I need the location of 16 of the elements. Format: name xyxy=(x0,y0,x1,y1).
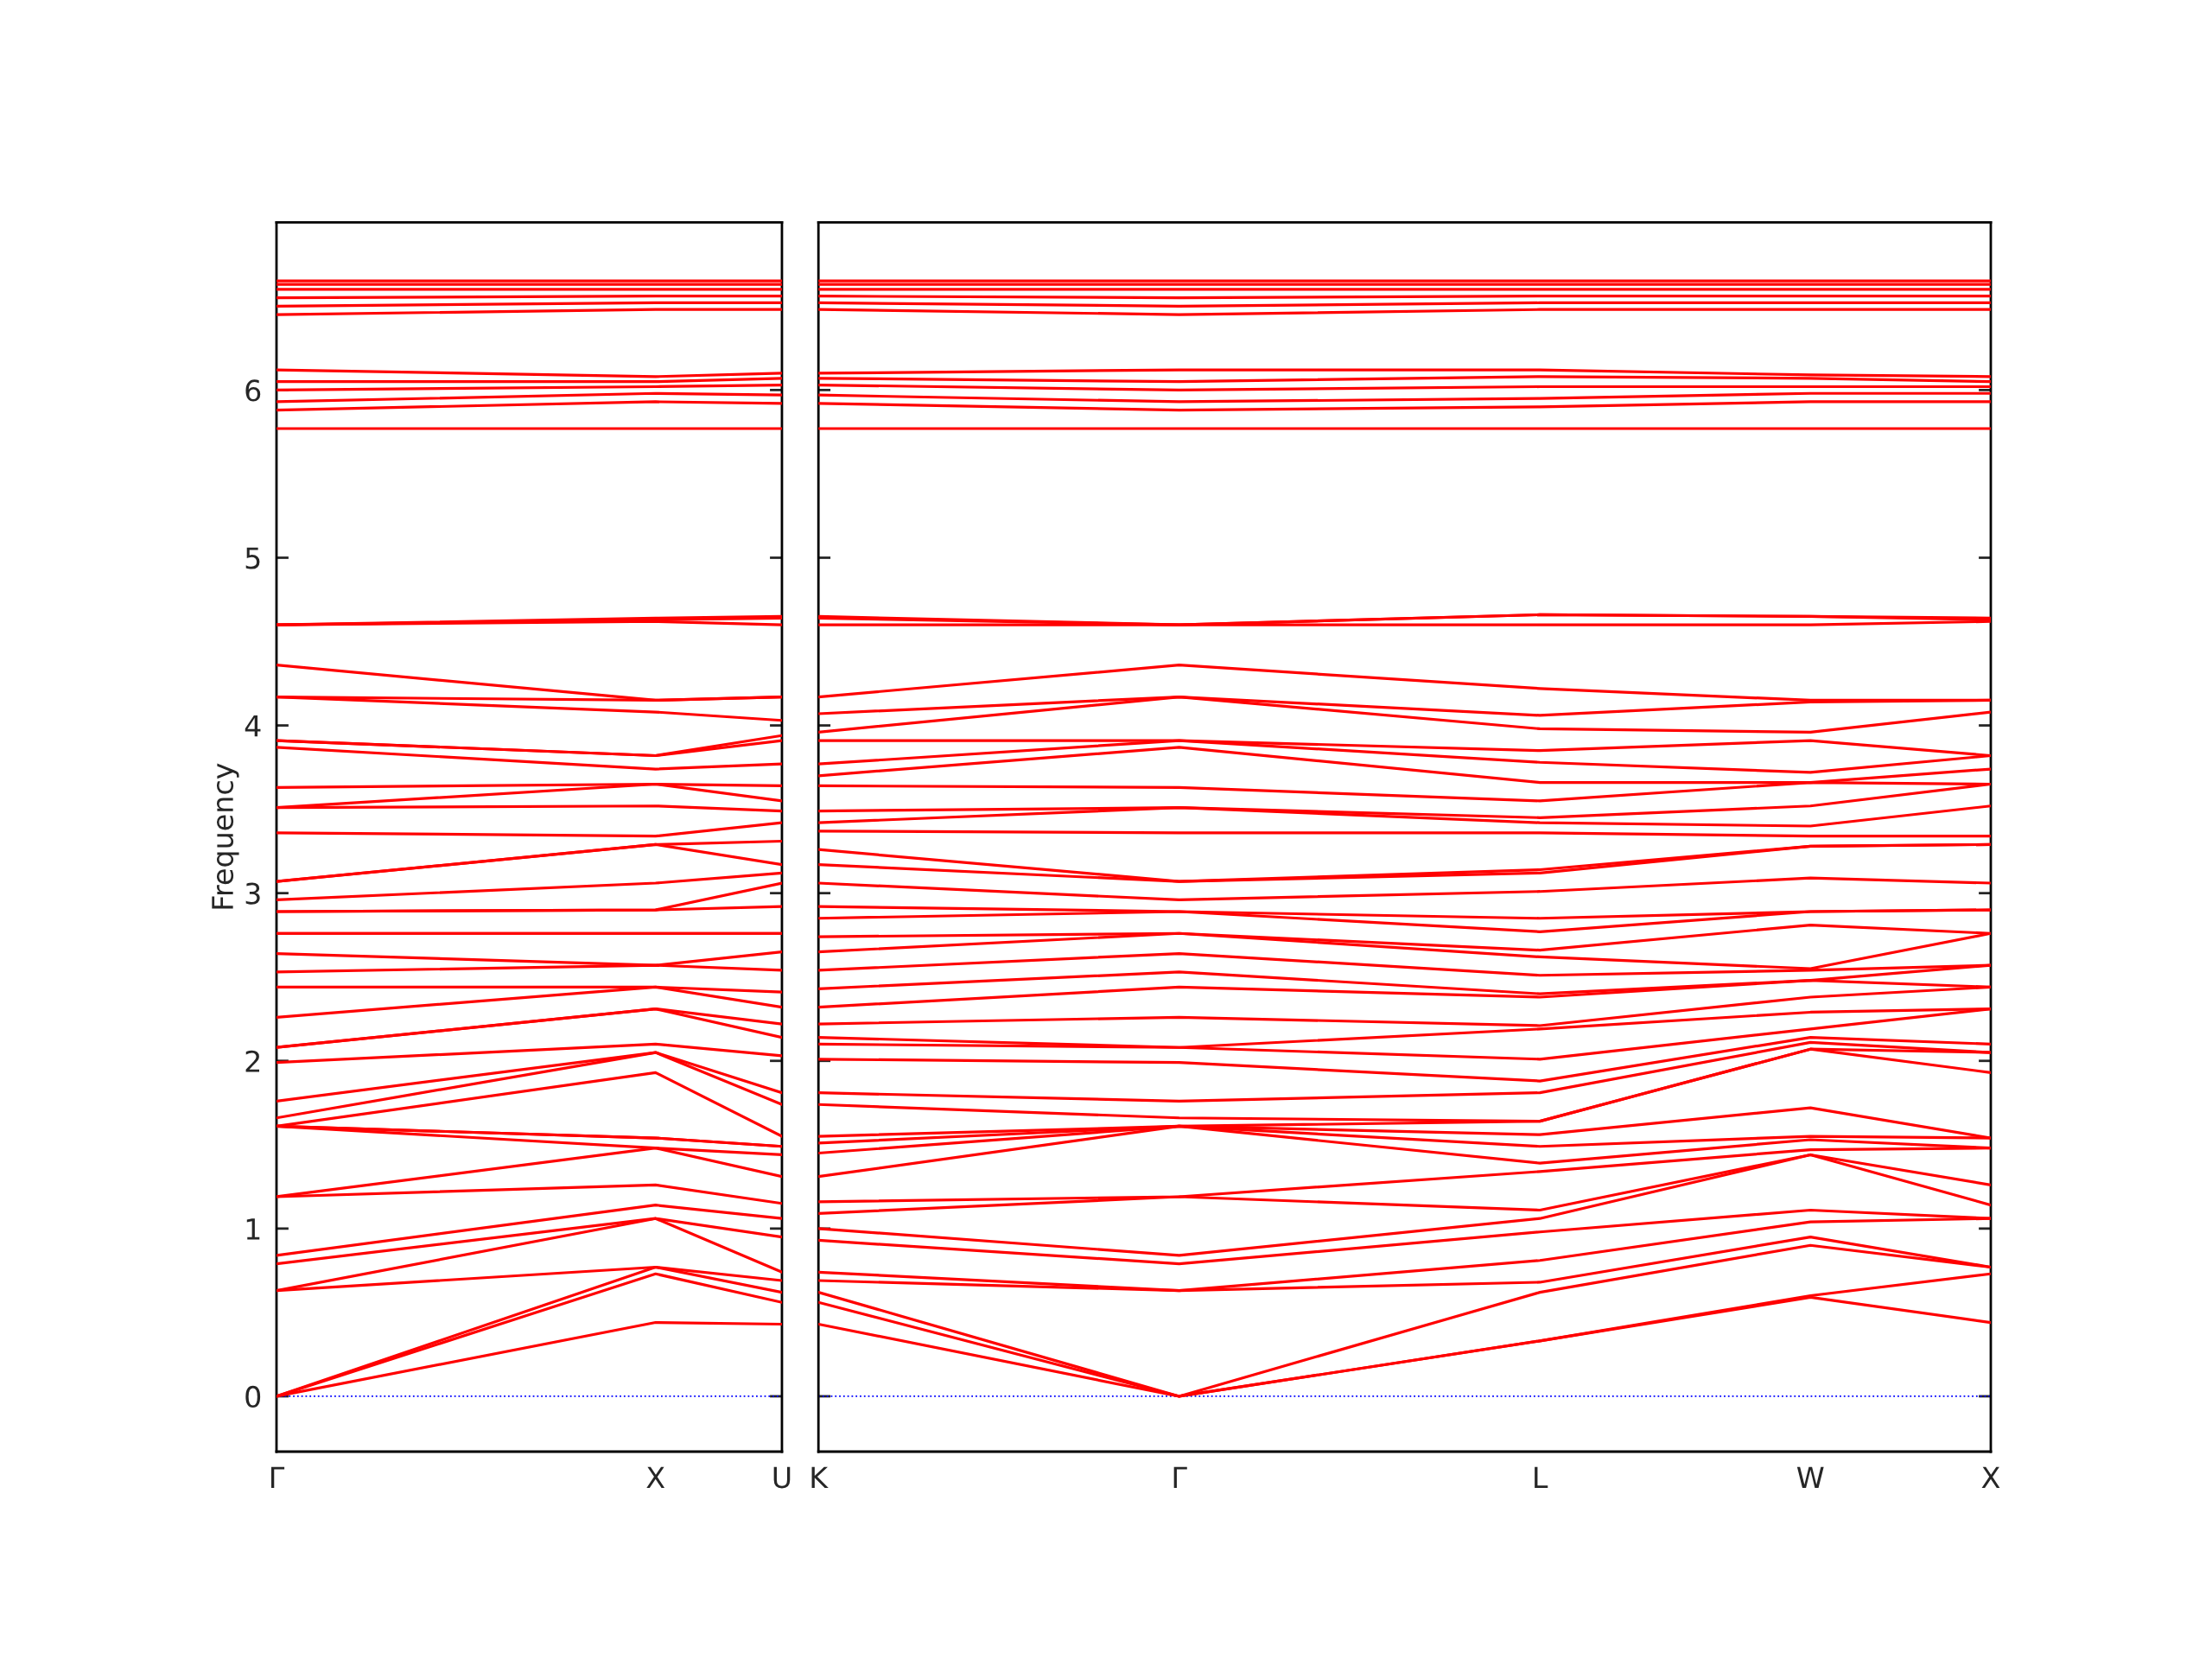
y-tick-label: 3 xyxy=(245,882,260,905)
x-tick-label: K xyxy=(811,1466,829,1488)
y-tick-label: 6 xyxy=(245,379,261,402)
x-tick-label: Γ xyxy=(1173,1466,1187,1488)
x-tick-label: L xyxy=(1535,1466,1548,1488)
x-tick-label: Γ xyxy=(270,1466,285,1488)
x-tick-label: X xyxy=(1981,1466,2000,1488)
y-tick-label: 4 xyxy=(245,715,261,737)
y-tick-label: 1 xyxy=(246,1218,260,1240)
x-tick-label: W xyxy=(1796,1466,1824,1488)
y-axis-title: Frequency xyxy=(212,763,239,909)
y-tick-label: 5 xyxy=(245,547,260,569)
x-tick-label: U xyxy=(773,1466,791,1489)
x-tick-label: X xyxy=(646,1466,665,1488)
y-tick-label: 2 xyxy=(245,1050,259,1072)
y-tick-label: 0 xyxy=(245,1385,261,1408)
